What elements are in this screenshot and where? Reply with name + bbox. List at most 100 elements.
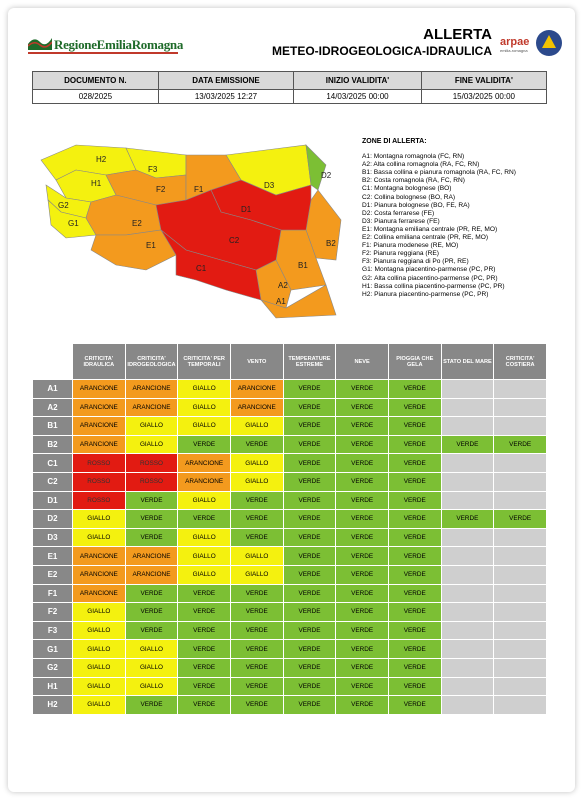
zones-legend-item: H2: Pianura piacentino-parmense (PC, PR)	[362, 290, 489, 298]
zones-legend-item: C1: Montagna bolognese (BO)	[362, 185, 452, 193]
map-label: H1	[91, 179, 102, 188]
alert-level-cell: GIALLO	[229, 471, 284, 492]
alert-level-cell: VERDE	[282, 453, 337, 473]
map-label: G2	[58, 201, 69, 210]
map-zone-c2	[155, 189, 282, 271]
alert-level-cell: GIALLO	[124, 434, 179, 455]
alert-level-cell: VERDE	[124, 620, 179, 641]
alert-level-cell: VERDE	[177, 695, 231, 715]
alert-level-cell: ARANCIONE	[229, 397, 284, 418]
validity-start: 14/03/2025 00:00	[293, 89, 422, 104]
alert-level-cell	[440, 527, 495, 548]
alert-level-cell	[440, 564, 495, 585]
alert-level-cell	[493, 695, 547, 715]
alert-level-cell: VERDE	[387, 471, 442, 492]
alert-level-cell	[493, 397, 547, 418]
table-row: C1 ROSSO ROSSO ARANCIONE GIALLO VERDE VERDE VER…	[32, 453, 547, 473]
alert-level-cell: VERDE	[335, 490, 389, 511]
map-zone-e1	[90, 229, 177, 271]
zone-code: C2	[32, 471, 73, 492]
alert-level-cell: VERDE	[229, 639, 284, 659]
document-info-table: DOCUMENTO N. DATA EMISSIONE INIZIO VALID…	[32, 71, 548, 104]
zone-code: D1	[32, 490, 73, 511]
grid-header: NEVE	[335, 343, 389, 380]
logo-underline	[28, 52, 178, 54]
alert-level-cell: VERDE	[282, 583, 337, 604]
table-row: D3 GIALLO VERDE GIALLO VERDE VERDE VERDE VERDE	[32, 527, 547, 548]
alert-level-cell: GIALLO	[72, 527, 126, 548]
alert-level-cell: GIALLO	[72, 695, 126, 715]
alert-level-cell: ARANCIONE	[72, 416, 126, 436]
alert-level-cell: VERDE	[335, 397, 389, 418]
map-label: F3	[148, 165, 158, 174]
zones-legend: ZONE DI ALLERTA: A1: Montagna romagnola …	[362, 138, 552, 299]
alert-level-cell: GIALLO	[72, 676, 126, 697]
alert-level-cell	[440, 602, 495, 622]
alert-level-cell: ARANCIONE	[177, 453, 231, 473]
table-row: D2 GIALLO VERDE VERDE VERDE VERDE VERDE VERDE VE…	[32, 509, 547, 529]
alert-levels-table: CRITICITA' IDRAULICA CRITICITA' IDROGEOL…	[32, 343, 547, 715]
table-row: C2 ROSSO ROSSO ARANCIONE GIALLO VERDE VERDE VER…	[32, 471, 547, 492]
alert-level-cell	[440, 471, 495, 492]
map-label: B2	[326, 239, 336, 248]
alert-level-cell: VERDE	[124, 509, 179, 529]
alert-level-cell: VERDE	[282, 602, 337, 622]
alert-level-cell: VERDE	[177, 620, 231, 641]
zones-legend-item: D1: Pianura bolognese (BO, FE, RA)	[362, 201, 470, 209]
alert-level-cell: VERDE	[387, 639, 442, 659]
zones-legend-item: E1: Montagna emiliana centrale (PR, RE, …	[362, 225, 498, 233]
arpae-logo: arpae emilia-romagna	[500, 36, 529, 53]
region-flag-icon	[28, 38, 52, 50]
alert-level-cell: VERDE	[387, 509, 442, 529]
alert-level-cell: GIALLO	[229, 546, 284, 566]
grid-header: VENTO	[229, 343, 284, 380]
zones-legend-item: F2: Pianura reggiana (RE)	[362, 250, 439, 258]
alert-level-cell: VERDE	[229, 695, 284, 715]
alert-level-cell	[493, 657, 547, 678]
alert-level-cell: VERDE	[177, 639, 231, 659]
alert-level-cell	[493, 490, 547, 511]
regione-emilia-romagna-logo: RegioneEmiliaRomagna	[28, 32, 183, 58]
grid-header: CRITICITA' PER TEMPORALI	[177, 343, 231, 380]
alert-level-cell: GIALLO	[124, 657, 179, 678]
alert-level-cell: VERDE	[124, 695, 179, 715]
alert-level-cell: VERDE	[387, 676, 442, 697]
alert-level-cell: VERDE	[387, 527, 442, 548]
grid-header: PIOGGIA CHE GELA	[387, 343, 442, 380]
alert-level-cell: VERDE	[387, 602, 442, 622]
alert-level-cell: ARANCIONE	[124, 564, 179, 585]
alert-level-cell: VERDE	[387, 695, 442, 715]
alert-level-cell: GIALLO	[229, 416, 284, 436]
grid-corner	[32, 343, 73, 380]
zones-legend-item: G1: Montagna piacentino-parmense (PC, PR…	[362, 266, 496, 274]
alert-level-cell	[440, 676, 495, 697]
alert-level-cell	[440, 639, 495, 659]
alert-level-cell: VERDE	[335, 676, 389, 697]
alert-level-cell: VERDE	[493, 434, 547, 455]
map-label: B1	[298, 261, 308, 270]
map-label: D1	[241, 205, 252, 214]
alert-level-cell	[440, 416, 495, 436]
arpae-logo-text: arpae	[500, 36, 530, 48]
map-label: G1	[68, 219, 79, 228]
alert-level-cell: VERDE	[387, 379, 442, 399]
info-header: DATA EMISSIONE	[157, 71, 295, 90]
alert-level-cell: GIALLO	[72, 657, 126, 678]
table-row: E1 ARANCIONE ARANCIONE GIALLO GIALLO VERDE VER…	[32, 546, 547, 566]
info-header: INIZIO VALIDITA'	[293, 71, 422, 90]
region-logo-text: RegioneEmiliaRomagna	[54, 37, 184, 52]
alert-level-cell: VERDE	[335, 639, 389, 659]
title-subtitle: METEO-IDROGEOLOGICA-IDRAULICA	[272, 44, 492, 58]
alert-level-cell	[493, 620, 547, 641]
alert-level-cell: VERDE	[229, 676, 284, 697]
alert-level-cell: GIALLO	[177, 546, 231, 566]
table-row: A1 ARANCIONE ARANCIONE GIALLO ARANCIONE VERDE…	[32, 379, 547, 399]
grid-header-row: CRITICITA' IDRAULICA CRITICITA' IDROGEOL…	[32, 343, 547, 380]
alert-level-cell: VERDE	[282, 564, 337, 585]
zones-legend-item: H1: Bassa collina piacentino-parmense (P…	[362, 282, 505, 290]
zones-legend-item: D3: Pianura ferrarese (FE)	[362, 217, 440, 225]
alert-level-cell: VERDE	[229, 620, 284, 641]
alert-level-cell: ARANCIONE	[124, 379, 179, 399]
map-label: E2	[132, 219, 142, 228]
alert-level-cell: VERDE	[124, 602, 179, 622]
